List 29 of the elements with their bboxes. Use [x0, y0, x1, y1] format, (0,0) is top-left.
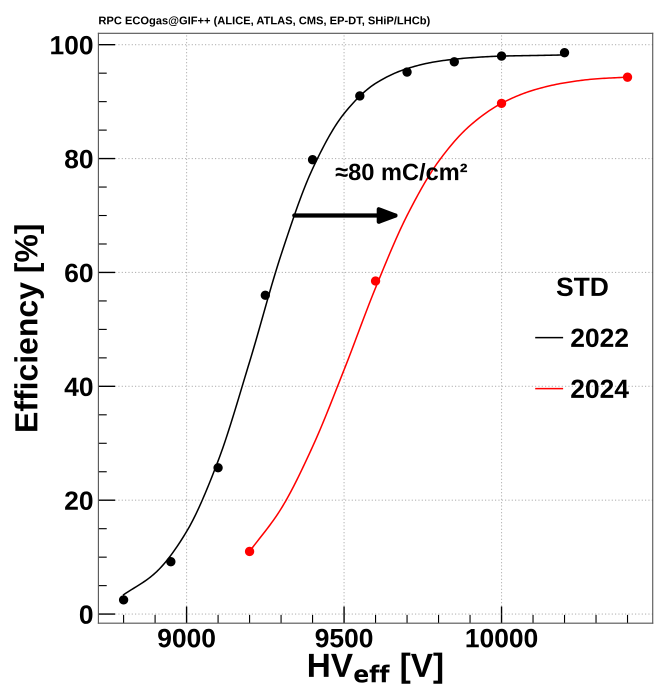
point: [560, 48, 570, 58]
legend-label: 2024: [571, 379, 629, 398]
y-axis-title: Efficiency [%]: [14, 225, 44, 431]
point: [370, 276, 380, 286]
point: [118, 595, 128, 605]
point: [402, 67, 412, 77]
point: [496, 98, 506, 108]
y-tick-label: 20: [65, 491, 92, 510]
x-tick-label: 9000: [158, 628, 215, 648]
y-tick-label: 80: [65, 150, 92, 168]
y-tick-label: 0: [80, 605, 92, 624]
chart-title: RPC ECOgas@GIF++ (ALICE, ATLAS, CMS, EP-DT, SHiP/LHCb): [99, 16, 430, 27]
y-tick-label: 60: [65, 264, 92, 282]
legend-label: 2022: [571, 328, 628, 348]
y-tick-label: 40: [64, 377, 92, 396]
point: [450, 57, 459, 66]
point: [622, 72, 632, 82]
x-axis-title: HV$_{eff}$ [V]: [308, 652, 442, 684]
point: [260, 290, 270, 300]
y-tick-label: 100: [51, 36, 92, 55]
x-tick-label: 10000: [466, 628, 538, 648]
x-tick-label: 9500: [316, 628, 372, 648]
legend-title: STD: [556, 277, 608, 296]
point: [244, 546, 254, 556]
point: [213, 463, 223, 472]
point: [355, 91, 364, 101]
point: [496, 51, 506, 61]
point: [166, 557, 176, 566]
point: [308, 155, 318, 164]
